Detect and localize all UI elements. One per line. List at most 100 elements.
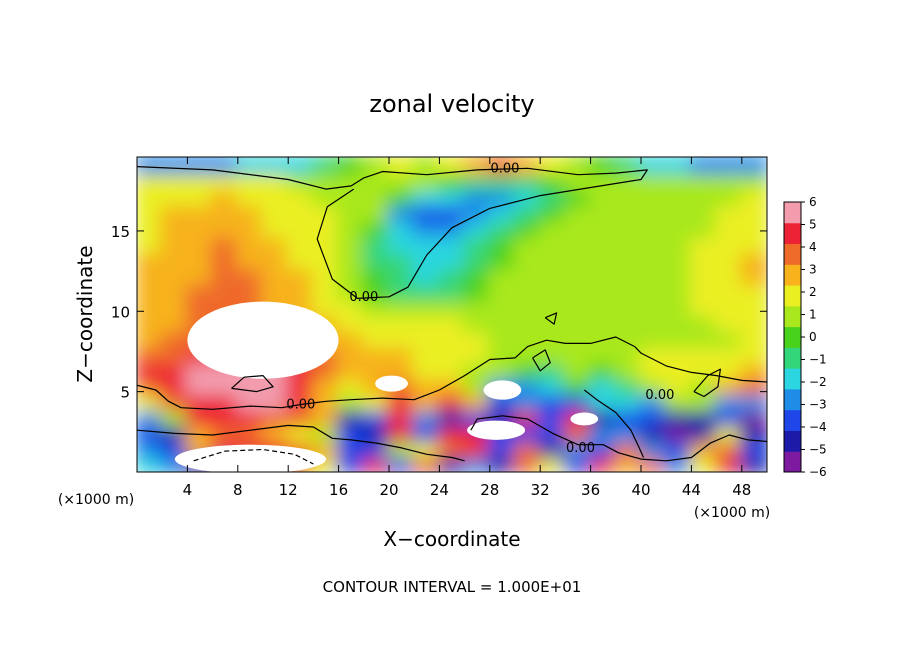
heatmap-cell xyxy=(160,249,190,270)
heatmap-cell xyxy=(639,328,669,348)
heatmap-cell xyxy=(286,186,316,207)
heatmap-cell xyxy=(235,202,265,222)
heatmap-cell xyxy=(412,233,442,254)
heatmap-cell xyxy=(538,438,568,459)
heatmap-cell xyxy=(462,202,492,222)
heatmap-cell xyxy=(739,233,767,254)
heatmap-cell xyxy=(462,296,492,317)
heatmap-cell xyxy=(137,265,165,285)
heatmap-cell xyxy=(412,391,442,411)
heatmap-cell xyxy=(689,328,719,348)
heatmap-cell xyxy=(462,328,492,348)
heatmap-cell xyxy=(639,407,669,427)
heatmap-cell xyxy=(588,438,618,459)
heatmap-cell xyxy=(210,422,240,443)
heatmap-cell xyxy=(714,312,744,333)
heatmap-cell xyxy=(639,202,669,222)
heatmap-cell xyxy=(387,218,417,238)
heatmap-cell xyxy=(437,454,467,472)
heatmap-cell xyxy=(185,186,215,207)
x-tick-label: 12 xyxy=(279,481,298,499)
x-unit-left: (×1000 m) xyxy=(58,492,134,508)
colorbar-tick-label: 4 xyxy=(809,240,817,254)
heatmap-cell xyxy=(336,359,366,380)
colorbar-swatch xyxy=(784,409,801,431)
heatmap-cell xyxy=(588,422,618,443)
heatmap-cell xyxy=(160,233,190,254)
heatmap-cell xyxy=(210,218,240,238)
heatmap-cell xyxy=(412,359,442,380)
heatmap-cell xyxy=(689,454,719,472)
heatmap-cell xyxy=(235,186,265,207)
colorbar-tick-label: −1 xyxy=(809,353,827,367)
heatmap-cell xyxy=(739,186,767,207)
heatmap-cell xyxy=(538,454,568,472)
heatmap-cell xyxy=(689,265,719,285)
heatmap-cell xyxy=(538,407,568,427)
heatmap-cell xyxy=(513,328,543,348)
heatmap-cell xyxy=(387,170,417,191)
heatmap-cell xyxy=(336,265,366,285)
contour-line xyxy=(137,336,767,410)
heatmap-cell xyxy=(588,233,618,254)
heatmap-cell xyxy=(361,233,391,254)
heatmap-cell xyxy=(714,375,744,396)
heatmap-cell xyxy=(739,422,767,443)
heatmap-cell xyxy=(714,438,744,459)
heatmap-cell xyxy=(437,233,467,254)
saturated-region xyxy=(483,380,522,400)
heatmap-cell xyxy=(185,296,215,317)
heatmap-cell xyxy=(261,202,291,222)
contour-line xyxy=(470,415,767,462)
heatmap-cell xyxy=(513,202,543,222)
heatmap-cell xyxy=(336,312,366,333)
heatmap-cell xyxy=(588,170,618,191)
heatmap-cell xyxy=(689,218,719,238)
heatmap-cell xyxy=(336,328,366,348)
heatmap-cell xyxy=(437,265,467,285)
heatmap-cell xyxy=(210,391,240,411)
heatmap-cell xyxy=(160,407,190,427)
heatmap-cell xyxy=(487,312,517,333)
heatmap-cell xyxy=(210,407,240,427)
heatmap-cell xyxy=(261,233,291,254)
heatmap-cell xyxy=(588,281,618,301)
heatmap-cell xyxy=(311,407,341,427)
heatmap-cell xyxy=(137,249,165,270)
heatmap-cell xyxy=(513,157,543,175)
heatmap-cell xyxy=(613,186,643,207)
heatmap-cell xyxy=(437,328,467,348)
heatmap-cell xyxy=(487,454,517,472)
heatmap-cell xyxy=(361,249,391,270)
heatmap-cell xyxy=(412,328,442,348)
heatmap-cell xyxy=(261,375,291,396)
heatmap-cell xyxy=(437,186,467,207)
heatmap-cell xyxy=(487,170,517,191)
colorbar-swatch xyxy=(784,388,801,411)
heatmap-cell xyxy=(336,296,366,317)
heatmap-cell xyxy=(361,265,391,285)
heatmap-cell xyxy=(714,391,744,411)
heatmap-cell xyxy=(739,249,767,270)
heatmap-cell xyxy=(160,186,190,207)
heatmap-cell xyxy=(137,233,165,254)
heatmap-cell xyxy=(235,233,265,254)
contour-label: 0.00 xyxy=(490,161,519,176)
heatmap-cell xyxy=(235,422,265,443)
heatmap-cell xyxy=(387,359,417,380)
heatmap-cell xyxy=(664,344,694,364)
heatmap-cell xyxy=(664,157,694,175)
heatmap-cell xyxy=(588,202,618,222)
heatmap-cell xyxy=(639,422,669,443)
heatmap-cell xyxy=(588,391,618,411)
heatmap-cell xyxy=(613,344,643,364)
heatmap-cell xyxy=(462,186,492,207)
heatmap-cell xyxy=(639,281,669,301)
heatmap-cell xyxy=(412,281,442,301)
heatmap-cell xyxy=(387,407,417,427)
heatmap-cell xyxy=(739,359,767,380)
heatmap-cell xyxy=(361,359,391,380)
heatmap-cell xyxy=(538,375,568,396)
colorbar-tick-label: 1 xyxy=(809,308,817,322)
heatmap-cell xyxy=(513,296,543,317)
